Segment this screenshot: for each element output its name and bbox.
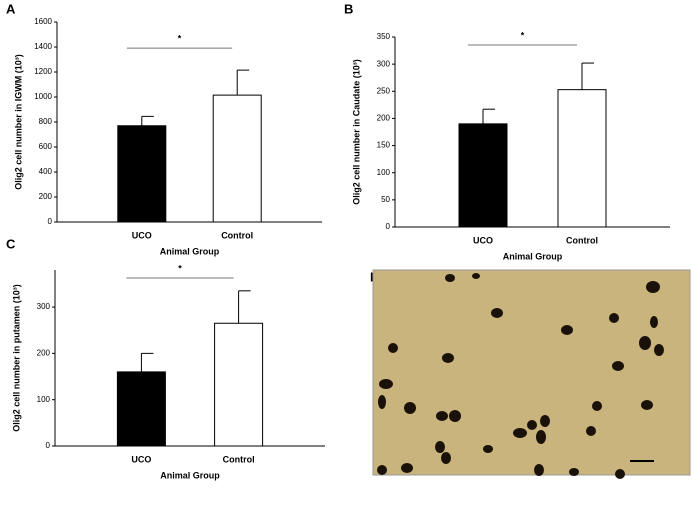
x-tick-label: UCO — [132, 230, 152, 240]
y-tick-label: 0 — [46, 441, 51, 450]
y-tick-label: 0 — [48, 217, 53, 226]
x-tick-label: Control — [221, 230, 253, 240]
x-tick-label: UCO — [131, 454, 151, 464]
y-tick-label: 0 — [386, 222, 391, 231]
y-axis-label: Olig2 cell number in putamen (10³) — [11, 284, 21, 432]
y-tick-label: 50 — [381, 195, 390, 204]
y-tick-label: 300 — [377, 59, 391, 68]
micrograph-bg — [372, 269, 691, 476]
bar — [212, 94, 262, 223]
x-axis-label: Animal Group — [503, 251, 563, 261]
y-tick-label: 100 — [377, 168, 391, 177]
y-tick-label: 200 — [37, 348, 51, 357]
y-tick-label: 800 — [39, 117, 53, 126]
y-tick-label: 250 — [377, 86, 391, 95]
panel-label: A — [6, 1, 16, 16]
y-tick-label: 350 — [377, 32, 391, 41]
significance-label: * — [521, 30, 525, 40]
y-tick-label: 400 — [39, 167, 53, 176]
y-tick-label: 1000 — [34, 92, 52, 101]
x-tick-label: Control — [566, 235, 598, 245]
significance-label: * — [178, 34, 182, 44]
y-tick-label: 1200 — [34, 67, 52, 76]
bar — [117, 125, 167, 223]
y-axis-label: Olig2 cell number in Caudate (10³) — [351, 59, 361, 205]
y-tick-label: 1400 — [34, 42, 52, 51]
bar — [458, 123, 508, 228]
y-tick-label: 150 — [377, 141, 391, 150]
y-tick-label: 300 — [37, 302, 51, 311]
y-tick-label: 100 — [37, 395, 51, 404]
y-tick-label: 200 — [39, 192, 53, 201]
x-tick-label: UCO — [473, 235, 493, 245]
panel-label: B — [344, 1, 353, 16]
panel-label: C — [6, 236, 16, 251]
x-axis-label: Animal Group — [160, 246, 220, 256]
x-axis-label: Animal Group — [160, 470, 220, 480]
bar — [116, 371, 166, 447]
y-axis-label: Olig2 cell number in IGWM (10³) — [13, 54, 23, 190]
significance-label: * — [178, 263, 182, 273]
y-tick-label: 600 — [39, 142, 53, 151]
micrograph — [372, 269, 691, 479]
y-tick-label: 200 — [377, 114, 391, 123]
y-tick-label: 1600 — [34, 17, 52, 26]
x-tick-label: Control — [223, 454, 255, 464]
bar — [557, 89, 607, 228]
bar — [214, 322, 264, 447]
